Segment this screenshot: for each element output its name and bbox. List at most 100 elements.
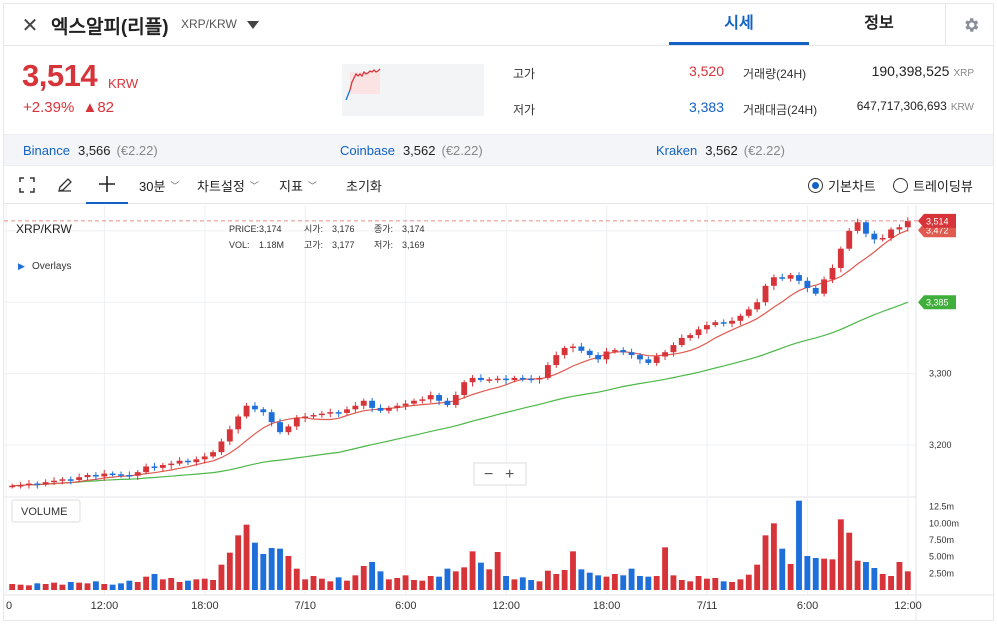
volume-bar — [293, 568, 300, 590]
volume-bar — [737, 579, 744, 590]
volume-bar — [578, 569, 585, 590]
settings-button[interactable] — [945, 4, 993, 45]
overlays-toggle[interactable]: Overlays — [32, 261, 71, 272]
candle-body — [352, 405, 359, 410]
volume-bar — [344, 580, 350, 590]
close-icon: ✕ — [21, 14, 39, 37]
candle-body — [720, 322, 727, 324]
close-button[interactable]: ✕ — [16, 11, 44, 39]
candle-body — [327, 412, 334, 414]
basic-chart-radio[interactable]: 기본차트 — [808, 166, 876, 204]
exchange-price: 3,566 — [77, 143, 111, 158]
volume-bar — [678, 580, 685, 590]
volume-bar — [620, 575, 627, 590]
exchange-coinbase[interactable]: Coinbase 3,562 (€2.22) — [340, 143, 483, 158]
volume-bar — [285, 556, 292, 590]
candle-body — [285, 426, 292, 433]
volume-bar — [729, 582, 735, 590]
chart-settings-dropdown[interactable]: 차트설정 ﹀ — [197, 166, 259, 204]
volume-bar — [394, 578, 401, 590]
tab-info[interactable]: 정보 — [864, 15, 894, 32]
current-price: 3,514 — [22, 58, 98, 93]
volume-bar — [787, 564, 794, 590]
fullscreen-button[interactable] — [18, 166, 40, 204]
volume-bar — [327, 581, 334, 590]
app-frame: ✕ 엑스알피(리플) XRP/KRW 시세 정보 3,514 KRW +2.39… — [3, 3, 994, 621]
volume-bar — [703, 578, 710, 590]
gear-icon — [964, 17, 978, 32]
volume-bar — [151, 574, 158, 590]
crosshair-button[interactable] — [86, 166, 128, 204]
volume-bar — [176, 582, 183, 590]
legend-open: 3,176 — [332, 224, 355, 234]
volume-bar — [863, 562, 869, 590]
chevron-down-icon[interactable] — [247, 21, 259, 29]
x-tick-label: 18:00 — [191, 600, 219, 612]
volume-bar — [519, 577, 526, 590]
volume-bar — [854, 560, 861, 590]
zoom-in-button[interactable]: + — [505, 466, 514, 483]
zoom-out-button[interactable]: − — [484, 466, 493, 483]
candle-body — [218, 441, 225, 453]
volume-bar — [318, 578, 325, 590]
volume-bar — [553, 574, 560, 590]
x-tick-label: 18:00 — [593, 600, 621, 612]
volume-bar — [360, 566, 367, 590]
candle-body — [770, 277, 777, 286]
volume-bar — [42, 584, 49, 590]
volume-bar — [126, 580, 133, 590]
indicators-dropdown[interactable]: 지표 ﹀ — [279, 166, 317, 204]
volume-bar — [369, 562, 376, 590]
exchange-binance[interactable]: Binance 3,566 (€2.22) — [23, 143, 158, 158]
volume-bar — [101, 584, 108, 590]
candle-body — [134, 472, 141, 476]
exchange-euro: (€2.22) — [441, 143, 483, 158]
candle-body — [260, 409, 267, 413]
reset-button[interactable]: 초기화 — [346, 178, 382, 194]
candle-body — [469, 377, 476, 383]
volume-bar — [210, 580, 217, 590]
candle-body — [871, 233, 878, 240]
candle-body — [411, 400, 417, 404]
volume-bar — [143, 576, 150, 590]
legend-open-label: 시가: — [304, 224, 323, 234]
volume-bar — [402, 575, 409, 590]
volume-bar — [745, 574, 752, 590]
candle-body — [9, 485, 16, 488]
pencil-icon — [58, 178, 72, 192]
volume-bar — [109, 584, 116, 590]
volume-bar — [611, 574, 618, 590]
ma-long-badge-bg — [918, 295, 956, 310]
volume-bar — [335, 577, 342, 590]
candle-body — [754, 302, 761, 310]
exchange-name: Kraken — [656, 143, 698, 158]
volume-bar — [812, 558, 819, 590]
candle-body — [109, 473, 116, 476]
low-value: 3,383 — [688, 99, 724, 115]
price-chart[interactable]: XRP/KRW ▶ Overlays PRICE: 3,174 시가: 3,17… — [4, 205, 993, 620]
candle-body — [251, 405, 258, 410]
volume-label-box — [11, 499, 81, 523]
legend-price-label: PRICE: — [229, 224, 259, 234]
volume-bar — [385, 579, 392, 590]
volume-bar — [503, 576, 509, 590]
interval-dropdown[interactable]: 30분 ﹀ — [139, 166, 179, 204]
change-percent: +2.39% — [23, 99, 75, 116]
trading-view-radio[interactable]: 트레이딩뷰 — [893, 166, 973, 204]
exchange-prices: Binance 3,566 (€2.22) Coinbase 3,562 (€2.22)… — [4, 134, 993, 166]
overlays-toggle-icon[interactable]: ▶ — [18, 261, 25, 271]
candle-body — [335, 412, 342, 414]
volume-bar — [804, 556, 811, 590]
candle-body — [201, 456, 208, 460]
candle-body — [51, 480, 57, 483]
volume-bar — [586, 572, 593, 590]
exchange-kraken[interactable]: Kraken 3,562 (€2.22) — [656, 143, 785, 158]
volume-bar — [67, 582, 74, 590]
ma-short-badge: 3,472 — [926, 226, 949, 236]
high-label: 고가 — [513, 67, 536, 81]
tab-price[interactable]: 시세 — [669, 4, 809, 45]
draw-button[interactable] — [56, 166, 78, 204]
volume-bar — [159, 579, 166, 590]
candle-body — [210, 452, 217, 457]
candle-body — [243, 405, 250, 417]
